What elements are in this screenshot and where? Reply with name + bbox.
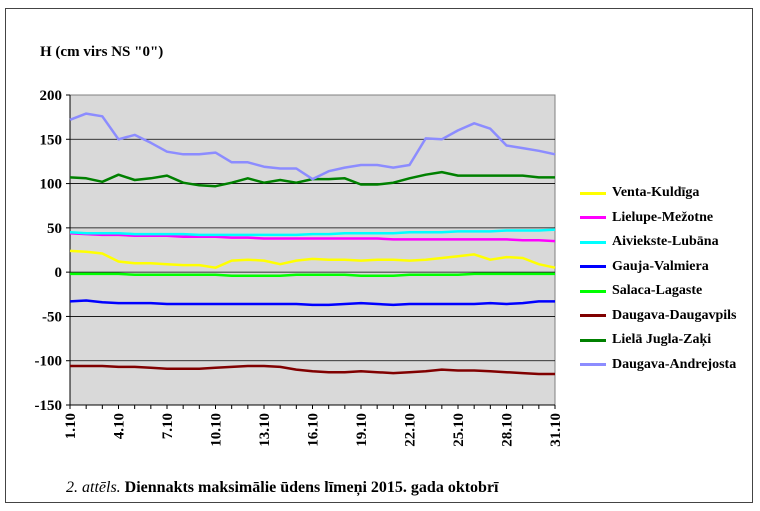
series-line-3: [69, 228, 556, 237]
series-line-1: [69, 249, 556, 269]
caption-figure-number: 2. attēls.: [66, 479, 121, 496]
legend-label: Aiviekste-Lubāna: [612, 234, 719, 250]
figure-caption: 2. attēls. Diennakts maksimālie ūdens lī…: [66, 479, 499, 497]
legend-item: Daugava-Daugavpils: [580, 304, 736, 329]
y-tick-label: 100: [40, 177, 63, 193]
x-tick-label: 25.10: [451, 413, 467, 447]
x-tick-label: 28.10: [500, 413, 516, 447]
axes: [66, 94, 556, 409]
legend-item: Aiviekste-Lubāna: [580, 230, 736, 255]
legend-label: Lielā Jugla-Zaķi: [612, 332, 712, 348]
series-line-2: [69, 231, 556, 243]
chart-frame: -150 -100 -50 0 50 100 150 200 1.10 4.10 7.10 10.10…: [5, 8, 753, 503]
legend-swatch: [580, 191, 606, 195]
legend-label: Venta-Kuldīga: [612, 185, 700, 201]
legend: Venta-Kuldīga Lielupe-Mežotne Aiviekste-Lu…: [580, 181, 736, 377]
x-tick-label: 22.10: [403, 413, 419, 447]
series-line-5: [70, 272, 555, 277]
y-tick-label: 0: [55, 265, 63, 281]
legend-label: Daugava-Daugavpils: [612, 307, 737, 323]
x-tick-label: 1.10: [63, 413, 79, 439]
y-axis-title: H (cm virs NS "0"): [40, 44, 164, 60]
gridlines: [70, 138, 555, 362]
legend-swatch: [580, 289, 606, 293]
legend-item: Lielupe-Mežotne: [580, 206, 736, 231]
x-tick-label: 7.10: [160, 413, 176, 439]
legend-item: Venta-Kuldīga: [580, 181, 736, 206]
legend-item: Gauja-Valmiera: [580, 255, 736, 280]
legend-item: Daugava-Andrejosta: [580, 353, 736, 378]
legend-label: Lielupe-Mežotne: [612, 209, 714, 225]
line-chart: -150 -100 -50 0 50 100 150 200 1.10 4.10 7.10 10.10…: [35, 88, 565, 447]
series-line-6: [70, 364, 555, 376]
x-tick-label: 31.10: [548, 413, 564, 447]
x-tick-label: 19.10: [354, 413, 370, 447]
legend-swatch: [580, 314, 606, 318]
legend-label: Salaca-Lagaste: [612, 283, 703, 299]
y-tick-label: 50: [47, 221, 62, 237]
legend-swatch: [580, 216, 606, 220]
x-tick-label: 13.10: [257, 413, 273, 447]
series-line-8: [69, 112, 556, 181]
series-lines: [69, 112, 556, 376]
y-tick-label: -50: [42, 309, 62, 325]
caption-title: Diennakts maksimālie ūdens līmeņi 2015. …: [124, 479, 499, 496]
legend-swatch: [580, 265, 606, 269]
y-tick-label: -100: [35, 354, 63, 370]
series-line-4: [69, 299, 555, 307]
tick-labels: -150 -100 -50 0 50 100 150 200 1.10 4.10 7.10 10.10…: [35, 88, 565, 447]
legend-label: Daugava-Andrejosta: [612, 356, 737, 372]
y-tick-label: 200: [40, 88, 63, 104]
plot-area: [69, 94, 556, 406]
x-tick-label: 10.10: [209, 413, 225, 447]
x-tick-label: 16.10: [306, 413, 322, 447]
legend-item: Salaca-Lagaste: [580, 279, 736, 304]
y-tick-label: 150: [40, 132, 63, 148]
legend-item: Lielā Jugla-Zaķi: [580, 328, 736, 353]
x-tick-label: 4.10: [112, 413, 128, 439]
legend-swatch: [580, 363, 606, 367]
legend-label: Gauja-Valmiera: [612, 258, 709, 274]
legend-swatch: [580, 338, 606, 342]
y-tick-label: -150: [35, 398, 63, 414]
legend-swatch: [580, 240, 606, 244]
